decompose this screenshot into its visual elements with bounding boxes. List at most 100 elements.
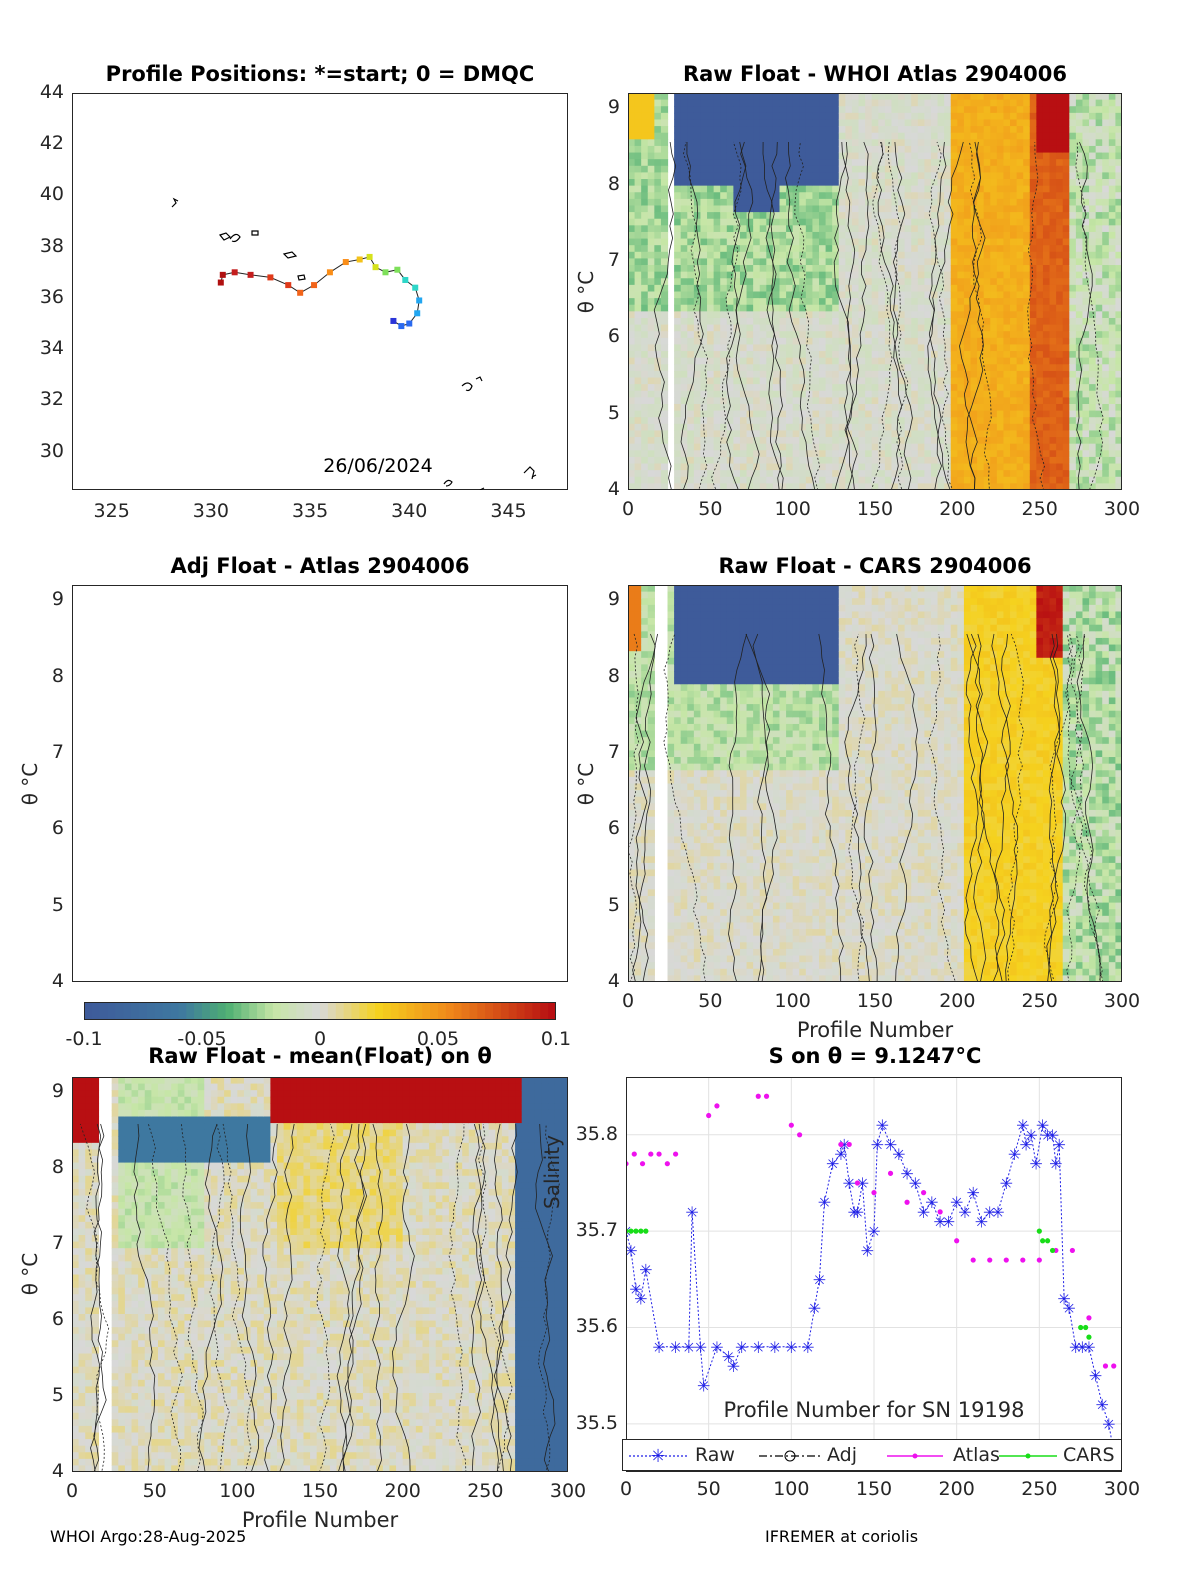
legend-atlas-marker	[912, 1453, 918, 1459]
raw-point: ✳	[626, 1241, 638, 1260]
atlas-point	[871, 1190, 877, 1196]
colorbar-tick: 0.1	[540, 1028, 572, 1050]
atlas-point	[1086, 1315, 1092, 1321]
atlas-point	[838, 1141, 844, 1148]
raw-point: ✳	[1089, 1367, 1102, 1386]
raw-mean-ytick: 8	[51, 1156, 64, 1179]
atlas-point	[706, 1112, 712, 1119]
atlas-point	[854, 1180, 861, 1186]
atlas-point	[904, 1199, 910, 1205]
raw-point: ✳	[1036, 1116, 1049, 1135]
legend-adj-label: Adj	[827, 1444, 858, 1466]
map-title: Profile Positions: *=start; 0 = DMQC	[105, 62, 535, 86]
raw-cars-ytick: 8	[607, 664, 620, 687]
track-point	[406, 320, 413, 327]
map-ytick: 32	[39, 388, 64, 411]
raw-point: ✳	[727, 1357, 740, 1376]
track-point	[382, 269, 389, 276]
salinity-xtick: 200	[938, 1478, 975, 1500]
raw-atlas-ytick: 7	[607, 248, 620, 271]
salinity-title: S on θ = 9.1247°C	[768, 1044, 982, 1068]
raw-point: ✳	[892, 1145, 905, 1164]
cars-point	[1036, 1228, 1042, 1234]
raw-atlas-frame	[628, 93, 1122, 490]
adj-atlas-title: Adj Float - Atlas 2904006	[170, 554, 470, 578]
raw-cars-xtick: 0	[621, 990, 635, 1012]
legend-raw-label: Raw	[695, 1444, 735, 1466]
colorbar-tick: -0.1	[65, 1028, 103, 1050]
raw-cars-ytick: 7	[607, 740, 620, 763]
raw-point: ✳	[801, 1338, 814, 1357]
adj-atlas-ytick: 7	[51, 740, 64, 763]
salinity-ylabel: Salinity	[540, 1135, 564, 1209]
raw-point: ✳	[1041, 1126, 1054, 1145]
raw-point: ✳	[1000, 1174, 1013, 1193]
colorbar	[84, 1002, 556, 1020]
raw-mean-xtick: 50	[142, 1480, 167, 1502]
atlas-point	[788, 1122, 794, 1128]
raw-point: ✳	[1095, 1396, 1108, 1415]
salinity-ytick: 35.5	[575, 1411, 618, 1434]
raw-mean-xtick: 300	[549, 1480, 587, 1502]
cars-point	[1040, 1238, 1046, 1244]
raw-point: ✳	[861, 1241, 874, 1260]
track-point	[311, 282, 318, 289]
raw-atlas-xtick: 150	[856, 498, 894, 520]
raw-point: ✳	[1082, 1338, 1095, 1357]
raw-atlas-xtick: 100	[774, 498, 811, 520]
raw-point: ✳	[909, 1174, 922, 1193]
cars-point	[643, 1228, 649, 1234]
atlas-point	[954, 1238, 960, 1244]
raw-point: ✳	[856, 1174, 869, 1193]
track-point	[217, 279, 224, 286]
track-point	[398, 323, 405, 330]
raw-mean-xtick: 100	[219, 1480, 256, 1502]
cars-point	[638, 1228, 644, 1234]
map-xtick: 345	[490, 500, 527, 522]
raw-point: ✳	[1016, 1116, 1029, 1135]
salinity-xtick: 300	[1103, 1478, 1141, 1500]
atlas-point	[970, 1257, 976, 1263]
track-point	[412, 284, 419, 291]
raw-point: ✳	[1008, 1145, 1021, 1164]
salinity-xtick: 0	[619, 1478, 633, 1500]
raw-atlas-heatmap	[628, 93, 1122, 490]
track-point	[402, 276, 409, 283]
track-point	[326, 269, 333, 276]
raw-point: ✳	[1057, 1290, 1070, 1309]
raw-point: ✳	[1049, 1155, 1062, 1174]
raw-cars-heatmap	[628, 585, 1122, 982]
raw-point: ✳	[652, 1338, 665, 1357]
legend-cars-label: CARS	[1063, 1444, 1115, 1466]
raw-point: ✳	[634, 1290, 647, 1309]
raw-cars-xtick: 150	[856, 990, 894, 1012]
coastline	[171, 197, 537, 490]
raw-point: ✳	[785, 1338, 798, 1357]
cars-point	[1086, 1334, 1092, 1340]
raw-cars-ylabel: θ °C	[574, 762, 598, 806]
raw-point: ✳	[991, 1203, 1004, 1222]
colorbar-tick: -0.05	[177, 1028, 227, 1050]
atlas-point	[714, 1103, 720, 1109]
raw-point: ✳	[685, 1203, 698, 1222]
raw-point: ✳	[1046, 1126, 1059, 1145]
atlas-point	[664, 1161, 670, 1167]
raw-point: ✳	[735, 1338, 748, 1357]
cars-point	[1049, 1247, 1056, 1254]
map-plot: 26/06/2024	[72, 93, 568, 490]
track-point	[247, 271, 254, 278]
atlas-point	[846, 1141, 852, 1148]
raw-point: ✳	[876, 1116, 889, 1135]
raw-atlas-xtick: 50	[698, 498, 723, 520]
adj-atlas-ytick: 5	[51, 893, 64, 916]
map-xtick: 325	[93, 500, 130, 522]
salinity-xtick: 150	[855, 1478, 893, 1500]
cars-point	[1078, 1324, 1084, 1331]
atlas-point	[1111, 1363, 1117, 1369]
salinity-ytick: 35.6	[575, 1315, 618, 1338]
raw-atlas-ytick: 5	[607, 401, 620, 424]
raw-point: ✳	[722, 1347, 735, 1366]
raw-mean-ytick: 7	[51, 1232, 64, 1255]
cars-point	[633, 1228, 639, 1234]
raw-point: ✳	[639, 1261, 652, 1280]
